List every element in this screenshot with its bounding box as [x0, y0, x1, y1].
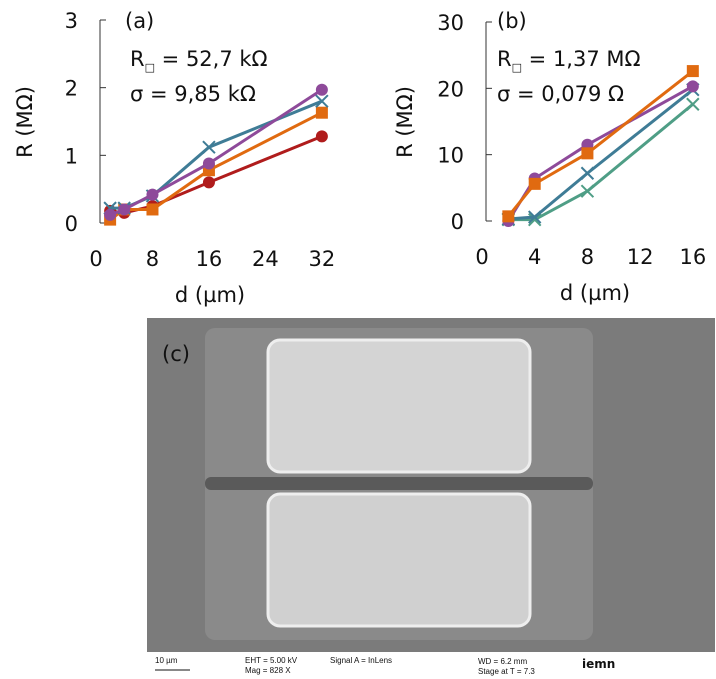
series-line	[507, 85, 694, 222]
series-line	[507, 69, 694, 218]
point	[528, 177, 541, 190]
sem-info: Mag = 828 X	[245, 666, 291, 675]
point	[202, 140, 216, 154]
annotation: σ = 9,85 kΩ	[130, 82, 256, 106]
x-tick-label: 32	[309, 247, 336, 271]
y-tick-label: 3	[65, 9, 78, 33]
point	[502, 210, 515, 223]
annotation: (a)	[125, 9, 154, 33]
sem-info: WD = 6.2 mm	[478, 657, 527, 666]
sem-pad	[266, 492, 532, 628]
point	[118, 203, 131, 216]
point	[104, 208, 117, 221]
x-tick-label: 0	[475, 245, 488, 269]
point	[686, 80, 699, 93]
point	[315, 106, 328, 119]
x-tick-label: 8	[581, 245, 594, 269]
x-tick-label: 0	[89, 247, 102, 271]
point	[146, 203, 159, 216]
annotation-part: = 1,37 MΩ	[522, 47, 641, 71]
annotation-part: = 52,7 kΩ	[155, 47, 268, 71]
sem-gap	[205, 477, 593, 490]
point	[202, 176, 215, 189]
y-axis-title: R (MΩ)	[13, 86, 37, 158]
panel-label: (c)	[162, 342, 190, 366]
x-axis-title: d (µm)	[560, 281, 630, 305]
annotation: R□ = 1,37 MΩ	[497, 47, 641, 74]
x-tick-label: 12	[627, 245, 654, 269]
point	[527, 210, 542, 224]
point	[315, 130, 328, 143]
series-line	[508, 103, 694, 222]
scale-bar-label: 10 µm	[155, 656, 178, 665]
x-tick-label: 24	[252, 247, 279, 271]
annotation-part: R	[130, 47, 145, 71]
point	[315, 94, 329, 108]
sem-info: Stage at T = 7.3	[478, 667, 535, 676]
y-tick-label: 10	[437, 144, 464, 168]
point	[686, 97, 700, 111]
x-tick-label: 4	[528, 245, 541, 269]
point	[315, 83, 328, 96]
annotation: R□ = 52,7 kΩ	[130, 47, 268, 74]
logo: iemn	[582, 657, 615, 671]
x-axis-title: d (µm)	[175, 283, 245, 307]
series-line	[109, 111, 323, 221]
series-line	[109, 88, 323, 217]
annotation-part: R	[497, 47, 512, 71]
annotation-part: □	[145, 61, 155, 74]
y-tick-label: 0	[65, 212, 78, 236]
annotation-part: □	[512, 61, 522, 74]
point	[580, 184, 595, 198]
y-axis-title: R (MΩ)	[393, 86, 417, 158]
y-tick-label: 1	[65, 144, 78, 168]
annotation: (b)	[497, 9, 527, 33]
point	[581, 147, 594, 160]
point	[580, 166, 595, 180]
y-tick-label: 2	[65, 77, 78, 101]
sem-image: (c) 10 µm EHT = 5.00 kV Mag = 828 X Sign…	[147, 318, 715, 679]
sem-info: Signal A = InLens	[330, 656, 392, 665]
series-line	[110, 99, 323, 210]
x-tick-label: 16	[679, 245, 706, 269]
point	[202, 157, 215, 170]
sem-info: EHT = 5.00 kV	[245, 656, 298, 665]
annotation: σ = 0,079 Ω	[497, 82, 624, 106]
x-tick-label: 16	[196, 247, 223, 271]
y-tick-label: 30	[437, 11, 464, 35]
sem-info-bar	[147, 652, 715, 679]
y-tick-label: 0	[451, 210, 464, 234]
x-tick-label: 8	[146, 247, 159, 271]
y-tick-label: 20	[437, 77, 464, 101]
point	[527, 212, 542, 227]
sem-pad	[266, 338, 532, 474]
series-line	[508, 88, 694, 221]
point	[686, 65, 699, 78]
point	[146, 188, 159, 201]
